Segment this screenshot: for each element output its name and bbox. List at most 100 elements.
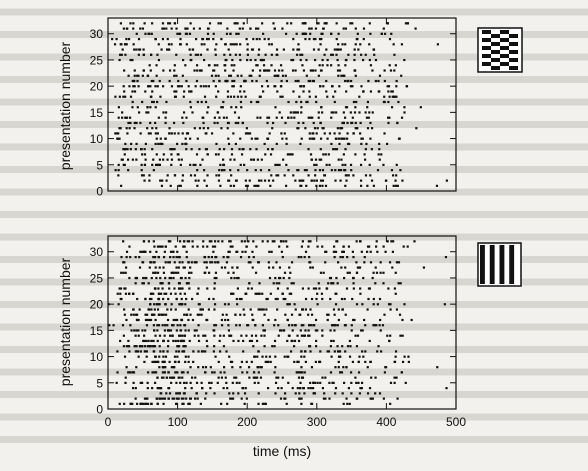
- spike-mark: [245, 292, 248, 295]
- spike-mark: [195, 261, 198, 264]
- spike-mark: [170, 366, 173, 369]
- spike-mark: [213, 69, 216, 72]
- spike-mark: [318, 287, 321, 290]
- spike-mark: [199, 402, 202, 405]
- spike-mark: [210, 74, 214, 77]
- spike-mark: [301, 371, 304, 374]
- spike-mark: [183, 245, 186, 248]
- spike-mark: [314, 37, 317, 41]
- spike-mark: [124, 287, 127, 290]
- spike-mark: [210, 255, 214, 259]
- spike-mark: [127, 74, 130, 77]
- spike-mark: [373, 324, 376, 327]
- spike-mark: [337, 318, 340, 322]
- spike-mark: [332, 111, 335, 114]
- spike-mark: [266, 116, 269, 119]
- spike-mark: [199, 53, 203, 56]
- spike-mark: [335, 276, 338, 280]
- spike-mark: [161, 287, 164, 290]
- spike-mark: [143, 148, 146, 151]
- spike-mark: [281, 376, 284, 379]
- spike-mark: [195, 79, 199, 83]
- spike-mark: [220, 376, 224, 379]
- spike-mark: [280, 387, 283, 390]
- spike-mark: [249, 58, 252, 62]
- spike-mark: [251, 250, 254, 253]
- spike-mark: [253, 371, 256, 374]
- spike-mark: [280, 116, 284, 119]
- spike-mark: [346, 271, 349, 274]
- spike-mark: [177, 339, 180, 343]
- spike-mark: [321, 58, 324, 62]
- spike-mark: [339, 48, 342, 51]
- spike-mark: [337, 360, 340, 364]
- spike-mark: [321, 376, 324, 379]
- spike-mark: [394, 271, 397, 274]
- spike-mark: [369, 121, 372, 125]
- spike-mark: [297, 360, 300, 364]
- spike-mark: [260, 308, 263, 311]
- spike-mark: [361, 137, 364, 140]
- spike-mark: [295, 32, 298, 35]
- spike-mark: [386, 22, 389, 25]
- spike-mark: [304, 360, 307, 364]
- spike-mark: [309, 79, 312, 83]
- spike-mark: [154, 334, 157, 337]
- spike-mark: [369, 174, 372, 177]
- spike-mark: [207, 85, 211, 88]
- spike-mark: [234, 313, 237, 316]
- spike-mark: [224, 69, 227, 72]
- spike-mark: [249, 27, 252, 30]
- spike-mark: [134, 350, 137, 353]
- spike-mark: [187, 85, 190, 88]
- spike-mark: [310, 366, 314, 369]
- spike-mark: [382, 245, 385, 248]
- spike-mark: [323, 53, 326, 56]
- spike-mark: [189, 53, 192, 56]
- spike-mark: [303, 334, 307, 337]
- spike-mark: [345, 58, 348, 62]
- spike-mark: [369, 32, 372, 35]
- spike-mark: [207, 27, 210, 30]
- spike-mark: [392, 184, 395, 187]
- spike-mark: [151, 371, 154, 374]
- spike-mark: [152, 255, 155, 259]
- spike-mark: [188, 48, 191, 51]
- spike-mark: [225, 32, 229, 35]
- spike-mark: [222, 100, 225, 104]
- spike-mark: [169, 148, 172, 151]
- spike-mark: [136, 350, 140, 353]
- spike-mark: [305, 184, 308, 187]
- spike-mark: [392, 240, 395, 243]
- spike-mark: [321, 127, 324, 130]
- spike-mark: [212, 32, 215, 35]
- spike-mark: [161, 27, 164, 30]
- spike-mark: [133, 85, 136, 88]
- spike-mark: [151, 313, 154, 316]
- spike-mark: [226, 127, 229, 130]
- spike-mark: [150, 53, 153, 56]
- spike-mark: [342, 153, 345, 156]
- spike-mark: [217, 376, 220, 379]
- spike-mark: [230, 276, 233, 280]
- spike-mark: [255, 148, 258, 151]
- spike-mark: [190, 58, 193, 62]
- spike-mark: [189, 366, 192, 369]
- spike-mark: [174, 245, 177, 248]
- spike-mark: [230, 64, 233, 67]
- spike-mark: [402, 245, 405, 248]
- y-tick-label: 20: [90, 80, 104, 94]
- spike-mark: [233, 276, 236, 280]
- spike-mark: [115, 37, 118, 41]
- spike-mark: [355, 261, 358, 264]
- spike-mark: [278, 282, 281, 285]
- spike-mark: [361, 329, 364, 332]
- spike-mark: [162, 313, 165, 316]
- spike-mark: [157, 43, 160, 46]
- spike-mark: [341, 392, 344, 395]
- spike-mark: [222, 366, 226, 369]
- spike-mark: [121, 48, 124, 51]
- spike-mark: [319, 85, 322, 88]
- spike-mark: [137, 74, 140, 77]
- spike-mark: [178, 345, 181, 348]
